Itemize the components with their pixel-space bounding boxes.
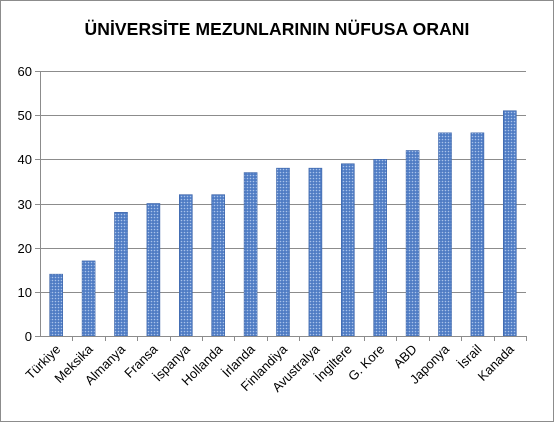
x-tick-label: G. Kore [345,342,387,384]
y-tick-label: 50 [18,108,32,123]
y-tick-label: 0 [25,329,32,344]
bar [438,132,452,337]
bar [470,132,485,337]
bar [243,172,258,337]
y-tick-label: 30 [18,197,32,212]
bar [146,203,161,337]
bar [211,194,225,337]
bar [340,163,355,337]
bar [405,150,420,337]
bar [308,167,323,337]
bar [81,260,96,337]
y-tick-label: 40 [18,152,32,167]
chart-title: ÜNİVERSİTE MEZUNLARININ NÜFUSA ORANI [84,19,470,39]
bar [373,159,388,337]
bar [179,194,193,337]
y-tick-label: 20 [18,241,32,256]
bar [276,167,290,337]
y-tick-label: 10 [18,285,32,300]
bar [502,110,517,337]
y-tick-label: 60 [18,64,32,79]
bar [49,273,64,337]
x-tick-label: Kanada [475,341,518,384]
bar [114,212,128,337]
